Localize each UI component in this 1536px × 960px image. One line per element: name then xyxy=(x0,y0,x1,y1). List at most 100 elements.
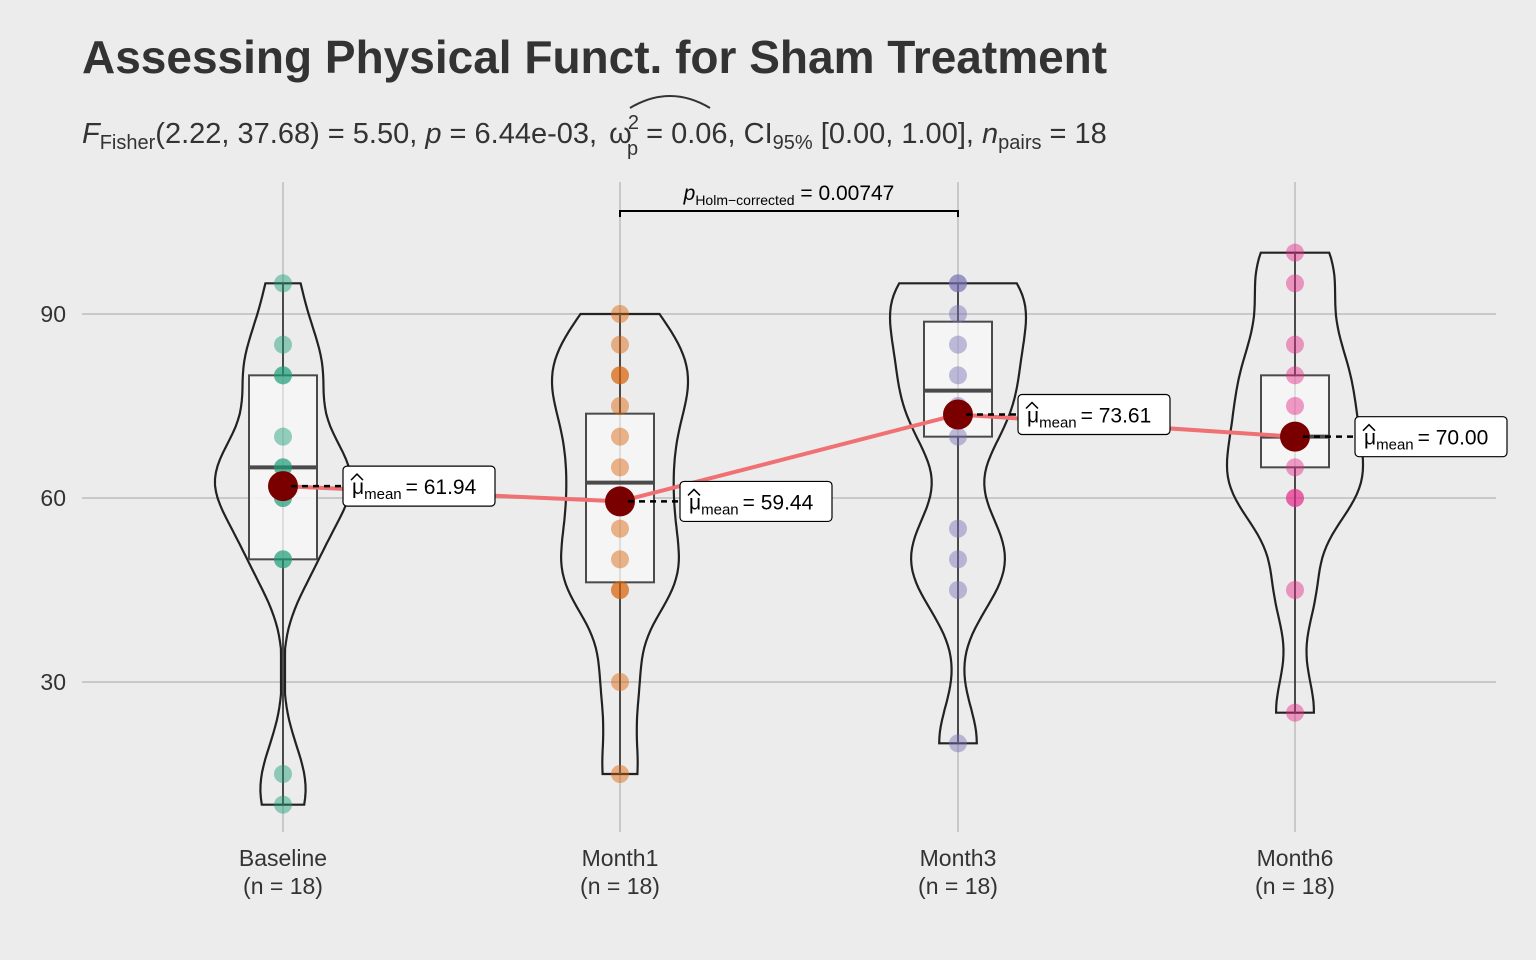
label-box xyxy=(342,465,496,507)
data-points xyxy=(274,243,1304,814)
chart-title: Assessing Physical Funct. for Sham Treat… xyxy=(82,31,1107,83)
y-tick-label: 60 xyxy=(40,485,66,511)
data-point xyxy=(949,274,967,293)
data-point xyxy=(949,274,967,293)
data-point xyxy=(949,335,967,354)
mu-symbol: μ xyxy=(1364,427,1376,450)
mean-label-month3: μmean = 73.61 xyxy=(1027,405,1151,432)
mean-value: = 73.61 xyxy=(1081,405,1152,428)
data-point xyxy=(611,335,629,354)
data-point xyxy=(1286,243,1304,262)
mean-subscript: mean xyxy=(1039,415,1077,432)
data-point xyxy=(611,397,629,415)
data-point xyxy=(611,550,629,569)
mu-symbol: μ xyxy=(352,476,364,499)
data-point xyxy=(611,366,629,385)
f-subscript: Fisher xyxy=(100,132,156,154)
violin-baseline xyxy=(213,282,353,806)
omega-value: = 0.06, CI xyxy=(638,118,773,150)
data-point xyxy=(949,550,967,569)
data-point xyxy=(274,335,292,354)
mu-symbol: μ xyxy=(1027,405,1039,428)
data-point xyxy=(611,427,629,446)
data-point xyxy=(611,305,629,323)
bracket-label: pHolm−corrected = 0.00747 xyxy=(683,182,895,208)
data-point xyxy=(949,305,967,323)
n-subscript: pairs xyxy=(998,132,1041,154)
x-tick-n-label: (n = 18) xyxy=(580,873,660,899)
data-point xyxy=(611,581,629,599)
f-value: = 5.50, xyxy=(320,118,426,150)
data-point xyxy=(611,519,629,538)
data-point xyxy=(1286,581,1304,599)
data-point xyxy=(1286,458,1304,477)
data-point xyxy=(1286,489,1304,507)
x-tick-label: Month3 xyxy=(920,845,997,871)
box-month6 xyxy=(1260,374,1330,469)
data-point xyxy=(274,366,292,385)
ci-subscript: 95% xyxy=(773,132,813,154)
y-tick-label: 30 xyxy=(40,669,66,695)
mean-label-baseline: μmean = 61.94 xyxy=(352,476,477,503)
bracket-p-value: = 0.00747 xyxy=(795,182,895,205)
mean-subscript: mean xyxy=(1376,437,1414,454)
mean-value: = 70.00 xyxy=(1418,427,1489,450)
label-box xyxy=(1354,416,1508,458)
n-symbol: n xyxy=(982,118,998,150)
data-point xyxy=(1286,274,1304,293)
data-point xyxy=(611,673,629,691)
violin-month1 xyxy=(550,312,690,776)
mean-point-month1 xyxy=(605,486,635,517)
x-tick-label: Baseline xyxy=(239,845,327,871)
x-tick-label: Month1 xyxy=(582,845,659,871)
omega-hat xyxy=(629,94,711,109)
boxplots xyxy=(248,252,1330,805)
p-symbol: p xyxy=(424,118,441,150)
omega-symbol: ω xyxy=(609,118,632,150)
data-point xyxy=(1286,366,1304,385)
data-point xyxy=(949,427,967,446)
bracket-p-subscript: Holm−corrected xyxy=(695,192,794,208)
violins xyxy=(213,251,1365,806)
mean-label-month1: μmean = 59.44 xyxy=(689,491,814,518)
ci-value: [0.00, 1.00], xyxy=(813,118,982,150)
mu-hat xyxy=(687,488,701,496)
data-point xyxy=(611,581,629,599)
data-point xyxy=(1286,489,1304,507)
mu-hat xyxy=(1025,401,1039,410)
mean-subscript: mean xyxy=(364,486,402,503)
data-point xyxy=(611,765,629,783)
x-tick-n-label: (n = 18) xyxy=(1255,873,1335,899)
violin-month3 xyxy=(888,282,1028,745)
data-point xyxy=(274,550,292,569)
omega-subscript: p xyxy=(627,138,638,160)
label-box xyxy=(1017,393,1171,436)
bracket-line xyxy=(619,210,959,217)
data-point xyxy=(611,458,629,477)
mu-hat xyxy=(350,473,364,481)
mean-value: = 61.94 xyxy=(406,476,477,499)
data-point xyxy=(1286,703,1304,722)
p-value: = 6.44e-03, xyxy=(442,118,606,150)
data-point xyxy=(274,765,292,783)
mean-point-month6 xyxy=(1280,421,1310,452)
data-point xyxy=(949,519,967,538)
omega-superscript: 2 xyxy=(628,112,639,134)
data-point xyxy=(274,274,292,293)
mean-subscript: mean xyxy=(701,501,739,518)
mu-symbol: μ xyxy=(689,491,701,514)
f-args: (2.22, 37.68) xyxy=(155,118,319,150)
data-point xyxy=(274,795,292,814)
data-point xyxy=(1286,397,1304,415)
chart-subtitle: FFisher(2.22, 37.68) = 5.50, p = 6.44e-0… xyxy=(82,112,1107,160)
pairwise-bracket: pHolm−corrected = 0.00747 xyxy=(619,182,959,217)
data-point xyxy=(949,366,967,385)
mu-hat xyxy=(1362,423,1376,432)
y-tick-label: 90 xyxy=(40,301,66,327)
data-point xyxy=(611,366,629,385)
mean-label-month6: μmean = 70.00 xyxy=(1364,427,1488,454)
data-point xyxy=(1286,335,1304,354)
